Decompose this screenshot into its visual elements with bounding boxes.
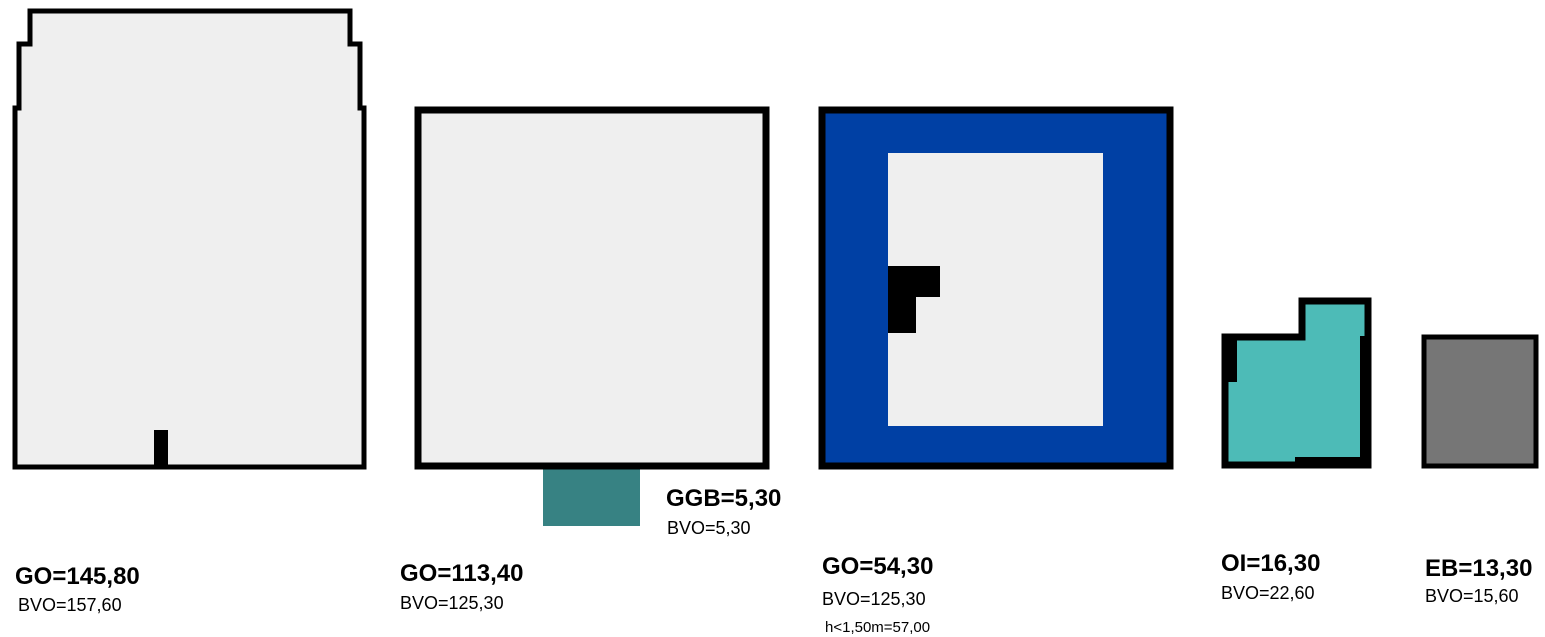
floor-plan-go-145-outline xyxy=(12,8,367,470)
go-54-low-height-label: h<1,50m=57,00 xyxy=(825,619,931,636)
oi-16-bvo-label: BVO=22,60 xyxy=(1221,583,1315,603)
floor-plan-oi-16-wall-left xyxy=(1222,340,1237,382)
go-145-area-label: GO=145,80 xyxy=(15,563,140,590)
ggb-area-label: GGB=5,30 xyxy=(666,485,782,512)
floor-plan-go-113-outline xyxy=(414,106,770,470)
go-113-area-label: GO=113,40 xyxy=(400,560,524,587)
floor-plan-oi-16-wall-bottom xyxy=(1295,457,1368,467)
floor-plan-go-54-stair-block xyxy=(888,266,940,333)
floor-plan-oi-16-outline xyxy=(1221,297,1372,469)
floor-plan-go-113 xyxy=(414,106,770,526)
floor-plan-go-145-wall-stub xyxy=(154,430,168,467)
floor-plan-oi-16-wall-right xyxy=(1360,336,1370,466)
eb-13-area-label: EB=13,30 xyxy=(1425,555,1533,582)
floor-plan-eb-13 xyxy=(1421,334,1539,469)
floor-plan-eb-13-outline xyxy=(1421,334,1539,469)
go-113-bvo-label: BVO=125,30 xyxy=(400,593,504,613)
floor-plan-go-145 xyxy=(12,8,367,470)
go-145-bvo-label: BVO=157,60 xyxy=(18,595,122,615)
floor-plan-go-113-annex-ggb xyxy=(543,465,640,526)
floor-plan-oi-16 xyxy=(1221,297,1372,469)
floor-plan-go-54 xyxy=(818,106,1174,470)
go-54-bvo-label: BVO=125,30 xyxy=(822,589,926,609)
ggb-bvo-label: BVO=5,30 xyxy=(667,518,751,538)
eb-13-bvo-label: BVO=15,60 xyxy=(1425,586,1519,606)
go-54-area-label: GO=54,30 xyxy=(822,553,934,580)
oi-16-area-label: OI=16,30 xyxy=(1221,550,1321,577)
